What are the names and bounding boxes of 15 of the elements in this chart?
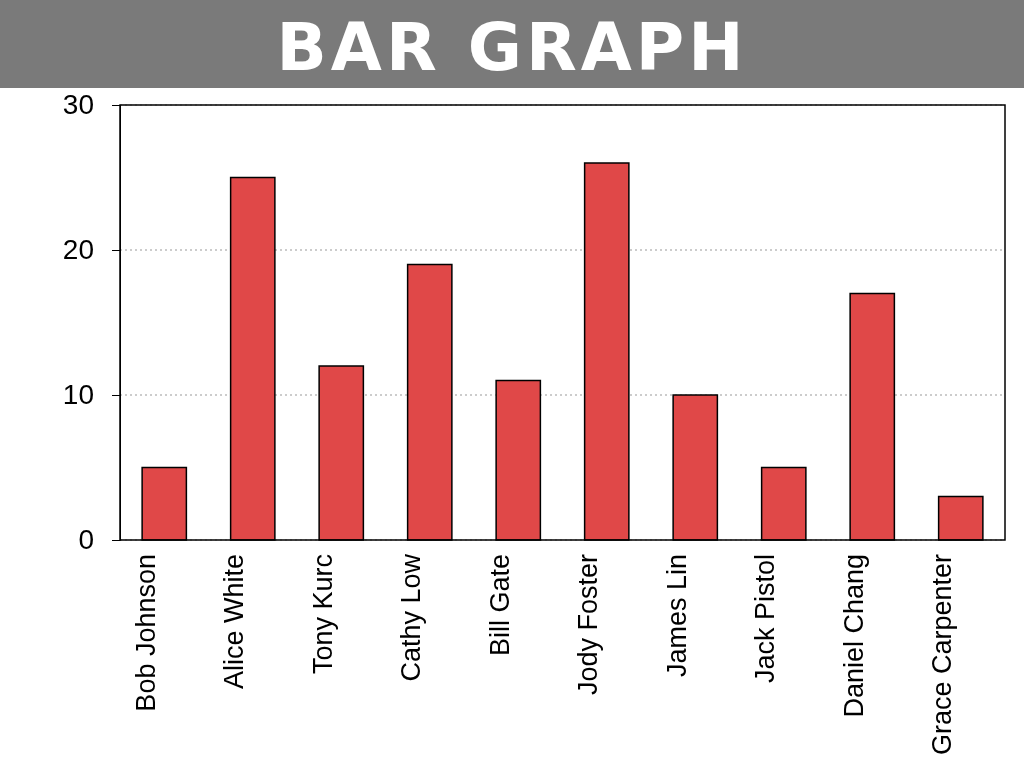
y-tick-label: 20 [62, 234, 94, 266]
x-tick-label: James Lin [661, 554, 692, 678]
x-tick-label: Bob Johnson [130, 554, 161, 712]
x-tick-label: Cathy Low [396, 553, 427, 682]
x-tick-label: Alice White [219, 554, 250, 690]
chart-title: BAR GRAPH [276, 9, 748, 86]
x-tick-label: Jody Foster [573, 554, 604, 696]
x-tick-label: Bill Gate [484, 554, 515, 657]
x-tick-label: Jack Pistol [750, 554, 781, 684]
x-tick-label: Grace Carpenter [927, 554, 958, 756]
x-tick-label: Daniel Chang [838, 554, 869, 718]
y-tick-label: 10 [62, 379, 94, 411]
y-tick-label: 30 [62, 89, 94, 121]
y-tick-label: 0 [78, 524, 94, 556]
x-tick-label: Tony Kurc [307, 554, 338, 675]
